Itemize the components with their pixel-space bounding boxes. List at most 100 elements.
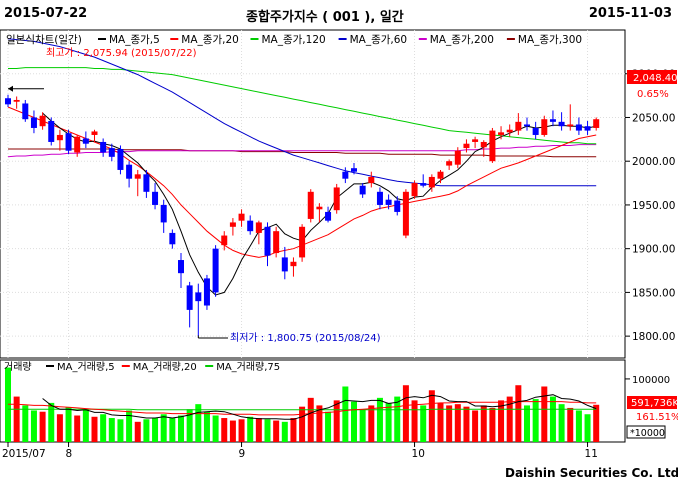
volume-legend: 거래량 MA_거래량,5 MA_거래량,20 MA_거래량,75 bbox=[4, 361, 280, 373]
date-tick-label: 10 bbox=[412, 448, 425, 460]
candle bbox=[152, 183, 159, 210]
candle-body bbox=[169, 232, 176, 245]
volume-tick-label: 100000 bbox=[632, 375, 670, 386]
candle bbox=[342, 167, 349, 184]
candle bbox=[281, 246, 288, 280]
volume-bar bbox=[48, 402, 55, 442]
candle-body bbox=[480, 141, 487, 148]
candle bbox=[48, 117, 55, 146]
volume-bar bbox=[100, 414, 107, 442]
candle bbox=[169, 229, 176, 249]
volume-bar bbox=[178, 415, 184, 442]
candle bbox=[584, 120, 591, 135]
candle bbox=[411, 180, 418, 199]
candle-body bbox=[247, 220, 254, 232]
candle-body bbox=[221, 235, 228, 246]
last-volume-value: 591,736K bbox=[631, 398, 678, 409]
legend-swatch bbox=[205, 365, 214, 367]
candle bbox=[385, 194, 392, 210]
volume-bar bbox=[91, 416, 98, 442]
candle bbox=[428, 174, 435, 192]
candle bbox=[160, 199, 167, 233]
volume-bar bbox=[238, 419, 245, 442]
candle bbox=[56, 129, 63, 151]
volume-bar bbox=[30, 410, 37, 442]
volume-legend-title: 거래량 bbox=[4, 361, 32, 373]
volume-bar bbox=[152, 418, 159, 442]
volume-bar bbox=[82, 409, 89, 442]
price-tick-label: 1850.00 bbox=[632, 287, 675, 299]
candle bbox=[532, 121, 539, 140]
candle-body bbox=[498, 132, 505, 135]
volume-bar bbox=[299, 406, 306, 442]
candle-body bbox=[290, 261, 297, 267]
candle bbox=[247, 215, 254, 235]
candle-body bbox=[126, 164, 133, 179]
candle bbox=[65, 129, 72, 155]
price-tick-label: 1900.00 bbox=[632, 244, 675, 256]
chart-header: 2015-07-22 종합주가지수 ( 001 ), 일간 2015-11-03 bbox=[0, 0, 678, 30]
candle-body bbox=[368, 176, 375, 184]
volume-bars bbox=[5, 367, 600, 442]
price-y-axis: 1800.00 1850.00 1900.00 1950.00 2000.00 2050.… bbox=[625, 69, 675, 343]
candle-body bbox=[411, 183, 418, 197]
volume-bar bbox=[160, 414, 167, 442]
last-volume-ratio: 161.51% bbox=[636, 412, 678, 423]
candle bbox=[178, 253, 184, 289]
candle-body bbox=[394, 200, 401, 212]
volume-bar bbox=[593, 404, 600, 442]
candle-body bbox=[74, 136, 81, 153]
candle-body bbox=[100, 141, 107, 153]
price-legend-item: MA_종가,200 bbox=[418, 34, 494, 46]
date-tick-label: 9 bbox=[239, 448, 246, 460]
candle bbox=[524, 117, 530, 131]
candle bbox=[290, 257, 297, 277]
candle-body bbox=[212, 248, 219, 293]
candle-body bbox=[195, 292, 202, 302]
candle bbox=[567, 104, 574, 131]
legend-swatch bbox=[250, 38, 259, 40]
line-volume_ma20 bbox=[8, 401, 597, 416]
candle-body bbox=[13, 99, 20, 102]
volume-bar bbox=[212, 415, 219, 442]
candle-body bbox=[558, 121, 565, 127]
volume-bar bbox=[368, 405, 375, 442]
candle bbox=[549, 110, 556, 127]
candles bbox=[5, 94, 600, 337]
volume-unit: *10000 bbox=[630, 428, 665, 439]
candle-body bbox=[56, 134, 63, 141]
legend-label: MA_종가,300 bbox=[518, 34, 582, 46]
candle bbox=[22, 99, 29, 122]
volume-bar bbox=[584, 414, 591, 442]
volume-bar bbox=[463, 406, 470, 442]
candle-body bbox=[178, 260, 184, 274]
candle-body bbox=[91, 131, 98, 135]
candle-body bbox=[402, 191, 409, 236]
volume-bar bbox=[437, 402, 444, 442]
candle-body bbox=[5, 98, 11, 105]
candle-body bbox=[186, 285, 193, 310]
candle-body bbox=[446, 161, 453, 166]
candle-body bbox=[48, 120, 55, 142]
candle bbox=[437, 169, 444, 184]
candle-body bbox=[238, 213, 245, 221]
legend-swatch bbox=[98, 38, 106, 40]
price-tick-label: 1800.00 bbox=[632, 331, 675, 343]
candle bbox=[82, 131, 89, 149]
candle bbox=[498, 126, 505, 140]
candle-body bbox=[472, 139, 479, 142]
volume-bar bbox=[394, 396, 401, 442]
volume-bar bbox=[333, 400, 340, 442]
candle-body bbox=[39, 115, 46, 127]
last-change-value: 0.65% bbox=[637, 89, 669, 100]
volume-bar bbox=[446, 405, 453, 442]
candle-body bbox=[515, 121, 522, 131]
candle-body bbox=[160, 204, 167, 223]
candle bbox=[74, 134, 81, 157]
unit-box bbox=[626, 425, 666, 439]
volume-bar bbox=[143, 419, 150, 442]
candle bbox=[39, 112, 46, 130]
volume-bar bbox=[359, 409, 366, 442]
volume-ma-lines bbox=[8, 394, 597, 420]
